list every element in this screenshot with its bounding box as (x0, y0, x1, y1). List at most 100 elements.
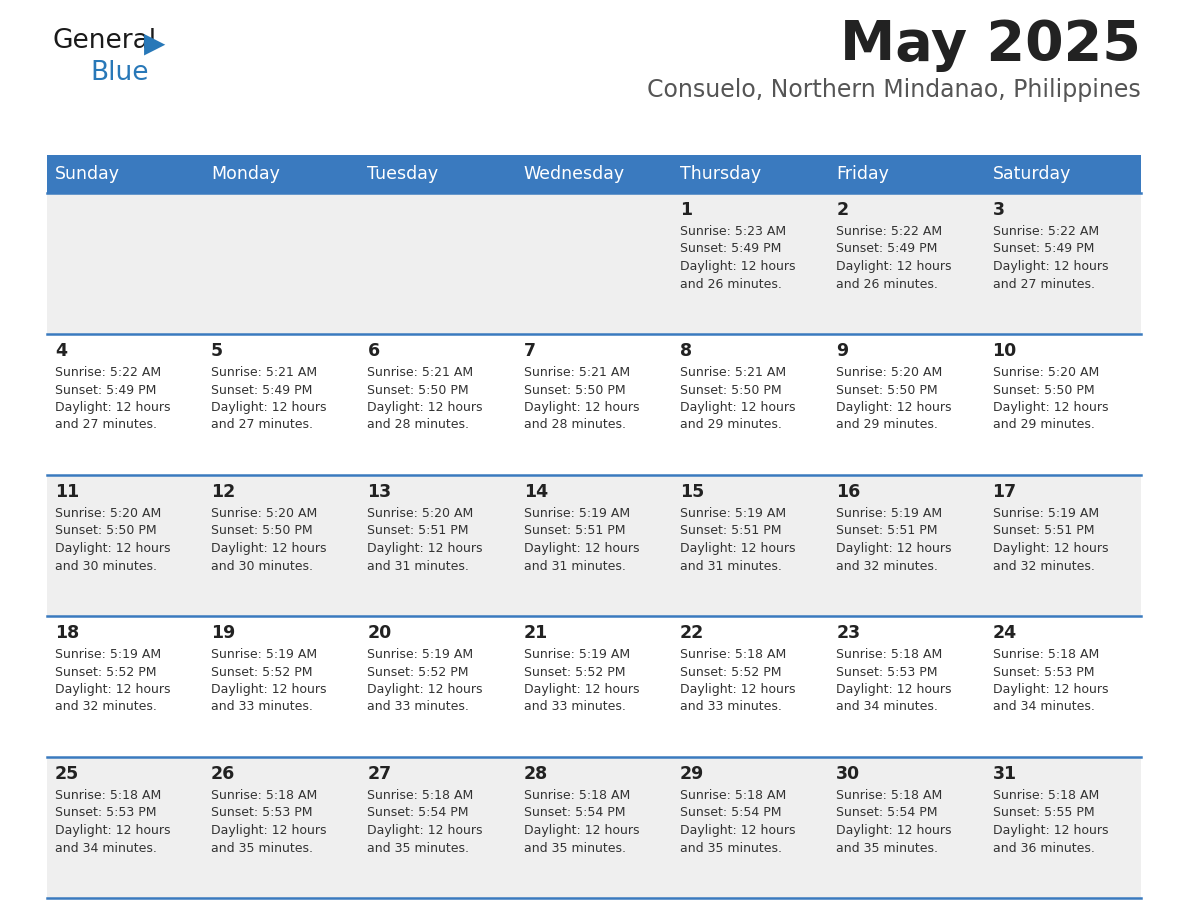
Text: 24: 24 (992, 624, 1017, 642)
Text: Sunset: 5:50 PM: Sunset: 5:50 PM (680, 384, 782, 397)
Text: Sunset: 5:52 PM: Sunset: 5:52 PM (524, 666, 625, 678)
Text: and 31 minutes.: and 31 minutes. (680, 559, 782, 573)
Text: Consuelo, Northern Mindanao, Philippines: Consuelo, Northern Mindanao, Philippines (647, 78, 1140, 102)
Text: Sunrise: 5:19 AM: Sunrise: 5:19 AM (367, 648, 474, 661)
Text: 15: 15 (680, 483, 704, 501)
Text: Sunrise: 5:18 AM: Sunrise: 5:18 AM (367, 789, 474, 802)
Text: Daylight: 12 hours: Daylight: 12 hours (367, 401, 482, 414)
Text: Sunset: 5:54 PM: Sunset: 5:54 PM (524, 807, 625, 820)
Bar (203, 475, 360, 616)
Text: Sunset: 5:51 PM: Sunset: 5:51 PM (367, 524, 469, 538)
Text: Sunset: 5:54 PM: Sunset: 5:54 PM (367, 807, 469, 820)
Text: and 30 minutes.: and 30 minutes. (55, 559, 157, 573)
Text: Sunset: 5:50 PM: Sunset: 5:50 PM (836, 384, 937, 397)
Text: Sunset: 5:51 PM: Sunset: 5:51 PM (992, 524, 1094, 538)
Text: Sunrise: 5:21 AM: Sunrise: 5:21 AM (367, 366, 474, 379)
Text: Sunrise: 5:18 AM: Sunrise: 5:18 AM (836, 648, 942, 661)
Text: Sunset: 5:52 PM: Sunset: 5:52 PM (680, 666, 782, 678)
Text: Sunset: 5:52 PM: Sunset: 5:52 PM (55, 666, 157, 678)
Text: and 35 minutes.: and 35 minutes. (836, 842, 939, 855)
Text: Sunrise: 5:20 AM: Sunrise: 5:20 AM (55, 507, 162, 520)
Text: and 27 minutes.: and 27 minutes. (211, 419, 314, 431)
Text: Daylight: 12 hours: Daylight: 12 hours (836, 683, 952, 696)
Bar (360, 475, 516, 616)
Text: Sunset: 5:51 PM: Sunset: 5:51 PM (524, 524, 625, 538)
Text: Sunset: 5:54 PM: Sunset: 5:54 PM (836, 807, 937, 820)
Bar (672, 155, 828, 193)
Text: Sunrise: 5:20 AM: Sunrise: 5:20 AM (992, 366, 1099, 379)
Bar (516, 155, 672, 193)
Text: Sunset: 5:53 PM: Sunset: 5:53 PM (992, 666, 1094, 678)
Text: 5: 5 (211, 342, 223, 360)
Text: Sunrise: 5:18 AM: Sunrise: 5:18 AM (55, 789, 162, 802)
Text: Daylight: 12 hours: Daylight: 12 hours (524, 542, 639, 555)
Text: Daylight: 12 hours: Daylight: 12 hours (55, 401, 170, 414)
Text: Sunset: 5:54 PM: Sunset: 5:54 PM (680, 807, 782, 820)
Text: Daylight: 12 hours: Daylight: 12 hours (992, 542, 1108, 555)
Text: and 27 minutes.: and 27 minutes. (992, 277, 1094, 290)
Text: Blue: Blue (90, 60, 148, 86)
Text: Sunset: 5:50 PM: Sunset: 5:50 PM (211, 524, 312, 538)
Text: Sunrise: 5:18 AM: Sunrise: 5:18 AM (680, 648, 786, 661)
Bar (828, 155, 985, 193)
Text: Saturday: Saturday (992, 165, 1070, 183)
Text: Sunset: 5:53 PM: Sunset: 5:53 PM (211, 807, 312, 820)
Bar (516, 616, 672, 757)
Text: Daylight: 12 hours: Daylight: 12 hours (680, 260, 796, 273)
Text: Daylight: 12 hours: Daylight: 12 hours (367, 542, 482, 555)
Text: and 34 minutes.: and 34 minutes. (992, 700, 1094, 713)
Bar (672, 334, 828, 475)
Text: Daylight: 12 hours: Daylight: 12 hours (55, 683, 170, 696)
Text: Sunset: 5:49 PM: Sunset: 5:49 PM (211, 384, 312, 397)
Bar (203, 193, 360, 334)
Text: 29: 29 (680, 765, 704, 783)
Text: May 2025: May 2025 (840, 18, 1140, 72)
Text: and 36 minutes.: and 36 minutes. (992, 842, 1094, 855)
Text: and 33 minutes.: and 33 minutes. (211, 700, 312, 713)
Text: Sunrise: 5:21 AM: Sunrise: 5:21 AM (211, 366, 317, 379)
Text: and 26 minutes.: and 26 minutes. (680, 277, 782, 290)
Text: Sunset: 5:51 PM: Sunset: 5:51 PM (680, 524, 782, 538)
Text: and 31 minutes.: and 31 minutes. (524, 559, 626, 573)
Text: Sunrise: 5:21 AM: Sunrise: 5:21 AM (680, 366, 786, 379)
Bar (48, 757, 203, 898)
Bar (985, 334, 1140, 475)
Text: Sunday: Sunday (55, 165, 120, 183)
Text: Sunset: 5:49 PM: Sunset: 5:49 PM (55, 384, 156, 397)
Text: Sunrise: 5:23 AM: Sunrise: 5:23 AM (680, 225, 786, 238)
Text: and 33 minutes.: and 33 minutes. (524, 700, 626, 713)
Text: Sunset: 5:50 PM: Sunset: 5:50 PM (55, 524, 157, 538)
Text: Sunrise: 5:19 AM: Sunrise: 5:19 AM (836, 507, 942, 520)
Text: Sunrise: 5:19 AM: Sunrise: 5:19 AM (524, 648, 630, 661)
Bar (203, 757, 360, 898)
Text: Daylight: 12 hours: Daylight: 12 hours (836, 542, 952, 555)
Text: Daylight: 12 hours: Daylight: 12 hours (211, 542, 327, 555)
Text: 23: 23 (836, 624, 860, 642)
Text: and 33 minutes.: and 33 minutes. (680, 700, 782, 713)
Text: 22: 22 (680, 624, 704, 642)
Bar (48, 334, 203, 475)
Text: Sunset: 5:51 PM: Sunset: 5:51 PM (836, 524, 937, 538)
Text: Daylight: 12 hours: Daylight: 12 hours (836, 401, 952, 414)
Text: Sunrise: 5:19 AM: Sunrise: 5:19 AM (55, 648, 160, 661)
Text: Daylight: 12 hours: Daylight: 12 hours (992, 824, 1108, 837)
Text: 9: 9 (836, 342, 848, 360)
Text: General: General (52, 28, 156, 54)
Text: Tuesday: Tuesday (367, 165, 438, 183)
Bar (48, 616, 203, 757)
Bar (672, 757, 828, 898)
Text: Daylight: 12 hours: Daylight: 12 hours (680, 542, 796, 555)
Text: 28: 28 (524, 765, 548, 783)
Text: Daylight: 12 hours: Daylight: 12 hours (992, 260, 1108, 273)
Text: and 26 minutes.: and 26 minutes. (836, 277, 939, 290)
Bar (48, 193, 203, 334)
Text: Daylight: 12 hours: Daylight: 12 hours (524, 824, 639, 837)
Text: Daylight: 12 hours: Daylight: 12 hours (211, 401, 327, 414)
Text: Sunrise: 5:20 AM: Sunrise: 5:20 AM (211, 507, 317, 520)
Text: Sunset: 5:50 PM: Sunset: 5:50 PM (367, 384, 469, 397)
Bar (828, 616, 985, 757)
Bar (672, 475, 828, 616)
Text: and 32 minutes.: and 32 minutes. (992, 559, 1094, 573)
Text: Sunset: 5:52 PM: Sunset: 5:52 PM (367, 666, 469, 678)
Text: and 27 minutes.: and 27 minutes. (55, 419, 157, 431)
